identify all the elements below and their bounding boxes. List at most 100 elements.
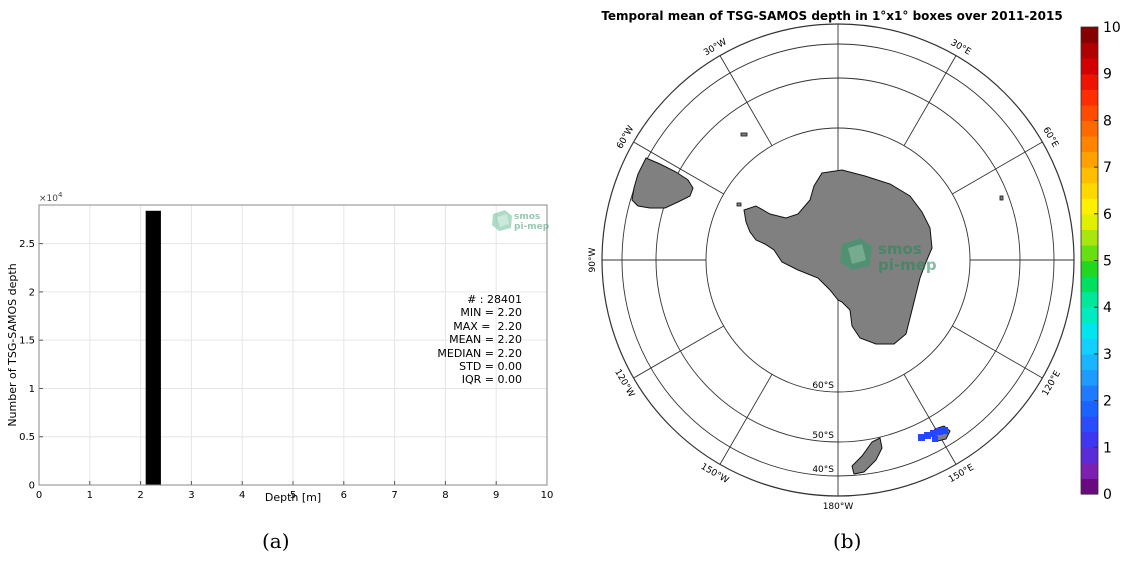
colorbar-segment [1081,431,1098,448]
statistic-line: MIN = 2.20 [460,306,522,320]
x-tick-label: 2 [137,490,143,501]
polar-map-panel: Temporal mean of TSG-SAMOS depth in 1°x1… [560,0,1126,557]
statistic-line: MEAN = 2.20 [449,333,522,347]
antarctica-landmass [743,169,933,345]
colorbar-segment [1081,307,1098,324]
new-zealand-landmass [851,437,883,475]
longitude-label: 90°W [588,247,598,272]
colorbar-segment [1081,135,1098,153]
colorbar-segment [1081,447,1098,464]
colorbar-segment [1081,120,1098,137]
colorbar-segment [1081,291,1098,308]
colorbar-tick-label: 4 [1103,300,1112,316]
colorbar-segment [1081,400,1098,417]
colorbar-segment [1081,478,1098,495]
y-tick-label: 2.5 [19,239,35,250]
tick-labels: 0 1 2 3 4 5 6 7 8 9 10 0 0.5 1 1.5 2 2.5 [19,239,553,501]
x-axis-label: Depth [m] [265,491,321,504]
colorbar-tick-label: 10 [1103,20,1121,36]
longitude-label: 180°W [823,502,854,512]
statistics-box: # : 28401 MIN = 2.20 MAX = 2.20 MEAN = 2.20… [410,293,522,387]
y-axis-label: Number of TSG-SAMOS depth [6,263,19,426]
caption-b: (b) [833,529,862,553]
colorbar-segment [1081,416,1098,433]
colorbar-segment [1081,353,1098,371]
statistic-line: STD = 0.00 [459,360,522,374]
plot-frame [38,204,548,486]
colorbar-tick-labels: 0 1 2 3 4 5 6 7 8 9 10 [1103,20,1121,503]
colorbar-segment [1081,244,1098,262]
x-tick-label: 8 [442,490,448,501]
y-tick-label: 0.5 [19,432,35,443]
x-tick-label: 9 [493,490,499,501]
colorbar-segment [1081,260,1098,277]
smos-pimep-logo: smos pi-mep [840,238,937,274]
latitude-label: 60°S [812,381,834,391]
y-tick-label: 1 [29,384,35,395]
x-tick-label: 5 [290,490,296,501]
x-tick-label: 6 [341,490,347,501]
x-tick-label: 0 [36,490,42,501]
island [740,132,748,137]
svg-text:pi-mep: pi-mep [514,222,550,232]
colorbar-tick-label: 3 [1103,347,1112,363]
caption-a: (a) [262,529,290,553]
colorbar-segment [1081,462,1098,480]
colorbar-segment [1081,276,1098,293]
grid [38,205,548,486]
colorbar-segment [1081,73,1098,90]
latitude-label: 40°S [812,465,834,475]
colorbar-tick-label: 2 [1103,394,1112,410]
colorbar-segment [1081,369,1098,386]
y-tick-label: 2 [29,287,35,298]
x-tick-label: 3 [188,490,194,501]
svg-text:pi-mep: pi-mep [878,256,937,274]
colorbar-segment [1081,27,1098,44]
svg-text:smos: smos [878,240,922,258]
bars [145,210,161,485]
histogram-panel: 0 1 2 3 4 5 6 7 8 9 10 0 0.5 1 1.5 2 2.5 ×104 Depth [m] … [0,0,560,557]
colorbar-segment [1081,198,1098,215]
colorbar-segment [1081,322,1098,339]
x-tick-label: 10 [541,490,554,501]
statistic-line: IQR = 0.00 [461,373,522,387]
colorbar-segment [1081,182,1098,199]
colorbar-segment [1081,229,1098,246]
x-tick-label: 7 [391,490,397,501]
colorbar-segment [1081,385,1098,402]
island [999,195,1004,201]
colorbar-segment [1081,167,1098,184]
colorbar-tick-label: 7 [1103,160,1112,176]
statistic-line: MEDIAN = 2.20 [437,346,522,360]
colorbar-tick-label: 1 [1103,440,1112,456]
colorbar-tick-label: 5 [1103,254,1112,270]
y-exponent-label: ×104 [39,191,63,204]
polar-map: Temporal mean of TSG-SAMOS depth in 1°x1… [588,9,1121,512]
colorbar-segment [1081,89,1098,106]
colorbar-segment [1081,338,1098,355]
colorbar-tick-label: 9 [1103,67,1112,83]
x-tick-label: 1 [87,490,93,501]
smos-pimep-logo: smos pi-mep [492,210,550,232]
colorbar-segment [1081,151,1098,168]
colorbar-segment [1081,213,1098,230]
colorbar-segment [1081,42,1098,59]
data-cells [918,427,948,442]
y-tick-label: 1.5 [19,336,35,347]
south-america-landmass [631,157,694,209]
latitude-label: 50°S [812,431,834,441]
x-tick-label: 4 [239,490,245,501]
statistic-line: MAX = 2.20 [453,319,522,333]
island [736,202,742,207]
colorbar [1080,26,1099,495]
map-title: Temporal mean of TSG-SAMOS depth in 1°x1… [601,9,1062,23]
colorbar-segment [1081,104,1098,121]
y-tick-label: 0 [29,481,35,492]
colorbar-segment [1081,58,1098,75]
histogram-bar [145,210,161,485]
colorbar-tick-label: 8 [1103,113,1112,129]
statistic-line: # : 28401 [467,293,522,306]
colorbar-tick-label: 6 [1103,207,1112,223]
svg-text:smos: smos [514,212,540,222]
